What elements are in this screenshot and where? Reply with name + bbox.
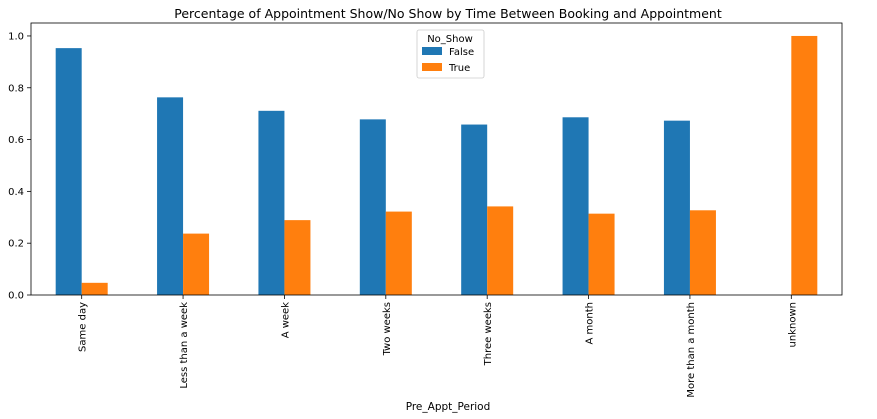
legend-label: True bbox=[448, 63, 470, 74]
x-tick-label: Less than a week bbox=[179, 302, 190, 389]
bar-false bbox=[258, 110, 285, 296]
legend-swatch bbox=[422, 63, 442, 71]
legend-title: No_Show bbox=[427, 34, 473, 45]
bar-true bbox=[385, 211, 412, 295]
x-axis-label: Pre_Appt_Period bbox=[406, 401, 491, 413]
x-tick-label: More than a month bbox=[686, 302, 697, 398]
y-tick-label: 1.0 bbox=[8, 31, 24, 42]
x-tick-label: Same day bbox=[78, 302, 89, 352]
y-tick-label: 0.0 bbox=[8, 291, 24, 302]
y-tick-label: 0.2 bbox=[8, 239, 24, 250]
y-tick-label: 0.4 bbox=[8, 187, 24, 198]
bar-true bbox=[487, 206, 514, 295]
plot-frame bbox=[30, 22, 843, 296]
x-tick-label: A month bbox=[585, 302, 596, 344]
bar-false bbox=[663, 120, 690, 295]
chart-title: Percentage of Appointment Show/No Show b… bbox=[174, 6, 722, 21]
bars-group bbox=[55, 35, 818, 296]
bar-true bbox=[689, 210, 716, 295]
y-tick-label: 0.8 bbox=[8, 83, 24, 94]
legend: No_Show False True bbox=[416, 29, 485, 79]
legend-label: False bbox=[449, 47, 474, 58]
legend-items: False True bbox=[422, 47, 474, 74]
bar-false bbox=[157, 97, 184, 295]
y-axis: 0.0 0.2 0.4 0.6 0.8 1.0 bbox=[8, 31, 31, 302]
bar-false bbox=[359, 119, 386, 295]
bar-false bbox=[461, 124, 488, 296]
bar-false bbox=[55, 48, 82, 295]
x-tick-label: A week bbox=[280, 302, 291, 339]
bar-true bbox=[588, 213, 615, 295]
x-axis: Same day Less than a week A week Two weeks T… bbox=[78, 295, 798, 398]
x-tick-label: Three weeks bbox=[483, 302, 494, 366]
y-tick-label: 0.6 bbox=[8, 135, 24, 146]
bar-true bbox=[791, 35, 818, 295]
bar-true bbox=[81, 282, 108, 295]
bar-true bbox=[183, 233, 210, 295]
legend-swatch bbox=[422, 47, 442, 55]
x-tick-label: Two weeks bbox=[382, 302, 393, 356]
bar-true bbox=[284, 220, 311, 295]
x-tick-label: unknown bbox=[787, 302, 798, 347]
bar-false bbox=[562, 117, 589, 295]
